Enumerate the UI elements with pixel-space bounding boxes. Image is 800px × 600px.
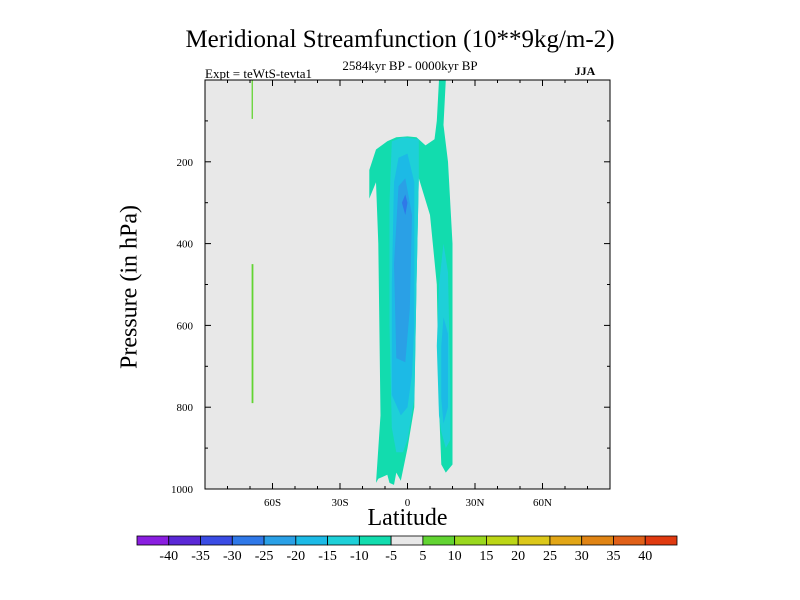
experiment-label: Expt = teWtS-tevta1 — [205, 66, 312, 81]
colorbar-box — [263, 535, 297, 546]
season-label: JJA — [574, 64, 596, 78]
x-tick-label: 0 — [405, 497, 411, 509]
colorbar-label: 35 — [606, 549, 620, 564]
colorbar-label: 25 — [543, 549, 557, 564]
colorbar-label: 15 — [479, 549, 493, 564]
colorbar-label: 20 — [511, 549, 525, 564]
colorbar-box — [549, 535, 583, 546]
colorbar-label: -15 — [318, 549, 337, 564]
chart-title: Meridional Streamfunction (10**9kg/m-2) — [185, 26, 615, 53]
x-tick-label: 30S — [331, 497, 348, 509]
x-axis-label: Latitude — [367, 505, 448, 531]
colorbar-box — [390, 535, 424, 546]
x-tick-label: 60S — [264, 497, 281, 509]
colorbar-box — [327, 535, 360, 546]
y-tick-label: 1000 — [171, 484, 194, 496]
colorbar-box — [486, 535, 519, 546]
contour-positive-south-upper — [251, 80, 253, 119]
colorbar-box — [200, 535, 233, 546]
colorbar-box — [454, 535, 487, 546]
colorbar-box — [168, 535, 201, 546]
colorbar-box — [644, 535, 678, 546]
colorbar-label: 30 — [575, 549, 589, 564]
colorbar-label: 10 — [448, 549, 462, 564]
contour-negative-west-core-peak — [401, 194, 408, 215]
colorbar-label: -5 — [385, 549, 397, 564]
colorbar-label: -40 — [159, 549, 178, 564]
x-tick-label: 60N — [533, 497, 552, 509]
colorbar-label: -30 — [223, 549, 242, 564]
colorbar-box — [295, 535, 328, 546]
x-tick-label: 30N — [466, 497, 485, 509]
colorbar-box — [613, 535, 646, 546]
y-tick-label: 200 — [177, 157, 194, 169]
y-tick-label: 400 — [177, 239, 194, 251]
colorbar-box — [231, 535, 265, 546]
colorbar-label: -35 — [191, 549, 210, 564]
colorbar-label: 40 — [638, 549, 652, 564]
contour-positive-south-lower — [251, 264, 254, 404]
colorbar-label: -20 — [286, 549, 305, 564]
contour-negative-east-core-inner — [441, 317, 448, 424]
y-tick-label: 600 — [177, 320, 194, 332]
colorbar-box — [422, 535, 456, 546]
colorbar-box — [358, 535, 392, 546]
colorbar-box — [517, 535, 551, 546]
y-tick-label: 800 — [177, 402, 194, 414]
period-label: 2584kyr BP - 0000kyr BP — [342, 58, 478, 73]
contour-negative-west-core-inner — [394, 178, 412, 363]
colorbar-box — [581, 535, 614, 546]
colorbar-label: -10 — [350, 549, 369, 564]
colorbar-label: 5 — [419, 549, 426, 564]
colorbar-label: -25 — [255, 549, 274, 564]
colorbar-box — [136, 535, 170, 546]
